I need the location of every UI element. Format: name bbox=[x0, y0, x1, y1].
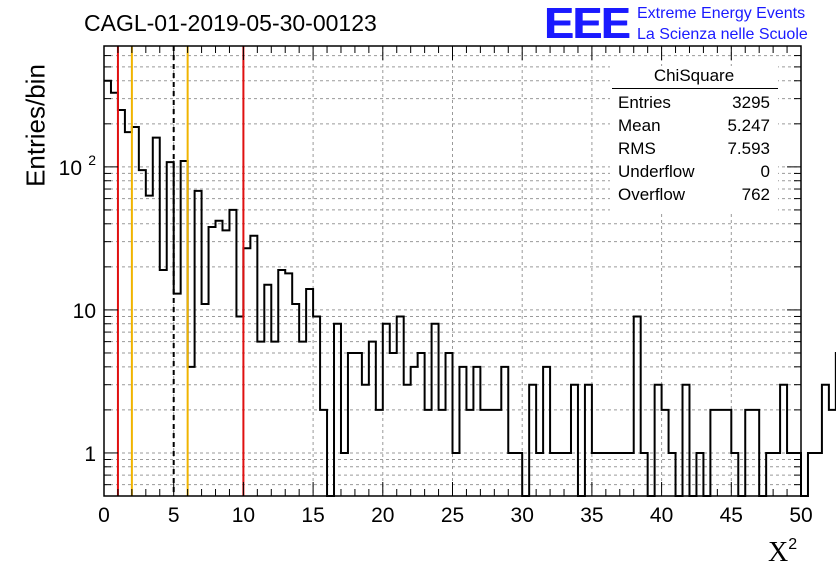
x-tick-label: 50 bbox=[789, 504, 812, 527]
y-tick-label: 1 bbox=[84, 443, 96, 466]
histogram-bin bbox=[829, 410, 836, 496]
stats-box: ChiSquare Entries 3295 Mean 5.247 RMS 7.… bbox=[610, 66, 778, 212]
x-tick-label: 5 bbox=[168, 504, 180, 527]
x-axis-label-sup: 2 bbox=[788, 536, 798, 553]
stats-key: Entries bbox=[618, 93, 671, 112]
x-tick-label: 0 bbox=[98, 504, 110, 527]
x-tick-label: 35 bbox=[580, 504, 603, 527]
stats-key: Underflow bbox=[618, 162, 695, 181]
x-tick-label: 30 bbox=[511, 504, 534, 527]
y-tick-label: 10 bbox=[59, 157, 82, 180]
y-axis-label: Entries/bin bbox=[20, 64, 51, 187]
histogram-bin bbox=[815, 453, 822, 496]
chart-title: CAGL-01-2019-05-30-00123 bbox=[84, 10, 377, 36]
x-tick-label: 15 bbox=[301, 504, 324, 527]
stats-key: RMS bbox=[618, 139, 656, 158]
y-tick-label: 10 bbox=[73, 300, 96, 323]
histogram-bin bbox=[808, 453, 815, 496]
stats-value: 0 bbox=[760, 162, 770, 181]
y-tick-label-sup: 2 bbox=[88, 152, 96, 168]
x-axis-label-base: X bbox=[768, 537, 789, 568]
histogram-bin bbox=[822, 385, 829, 496]
x-tick-label: 25 bbox=[441, 504, 464, 527]
eee-brand: EEE Extreme Energy Events La Scienza nel… bbox=[544, 2, 834, 48]
x-tick-label: 45 bbox=[720, 504, 743, 527]
x-tick-label: 40 bbox=[650, 504, 673, 527]
x-axis-label: X2 bbox=[768, 536, 797, 569]
x-tick-label: 10 bbox=[232, 504, 255, 527]
stats-value: 3295 bbox=[732, 93, 770, 112]
brand-line-2: La Scienza nelle Scuole bbox=[637, 26, 808, 43]
stats-key: Overflow bbox=[618, 185, 686, 204]
stats-value: 7.593 bbox=[727, 139, 770, 158]
stats-value: 762 bbox=[741, 185, 770, 204]
eee-logo: EEE bbox=[544, 0, 630, 48]
histogram-outline bbox=[104, 79, 836, 497]
stats-title: ChiSquare bbox=[653, 66, 735, 85]
brand-line-1: Extreme Energy Events bbox=[637, 5, 806, 22]
stats-key: Mean bbox=[618, 116, 661, 135]
stats-divider bbox=[612, 88, 778, 89]
stats-value: 5.247 bbox=[727, 116, 770, 135]
x-tick-label: 20 bbox=[371, 504, 394, 527]
